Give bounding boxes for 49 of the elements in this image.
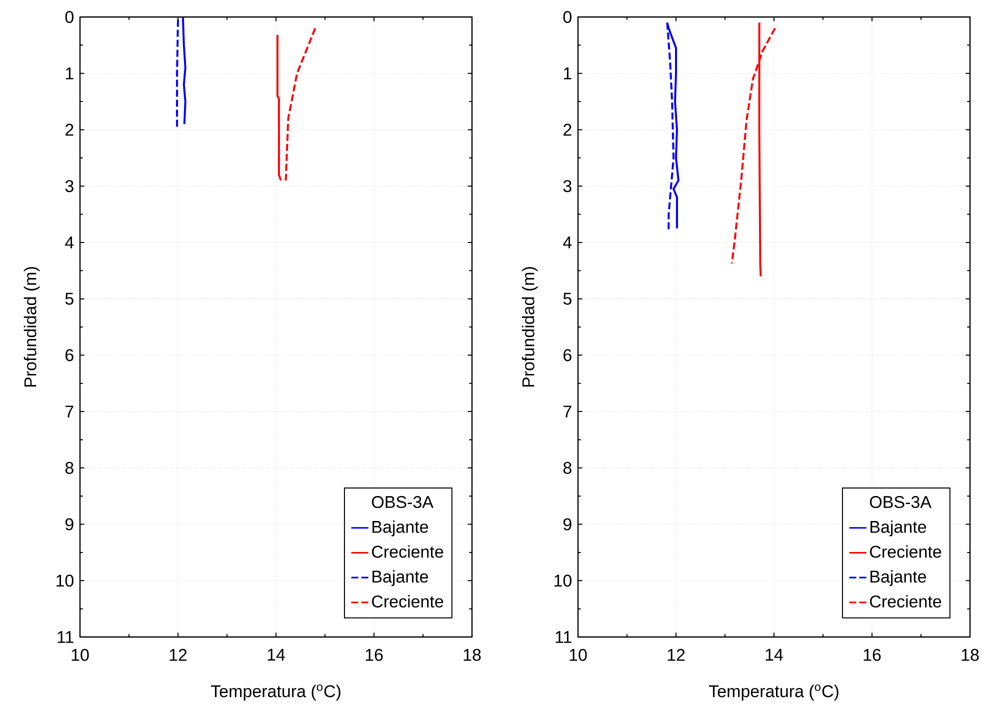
line-series	[182, 17, 186, 126]
y-tick-label: 0	[563, 10, 572, 24]
x-tick-label: 12	[668, 648, 685, 661]
y-tick-label: 5	[65, 292, 74, 305]
legend-title: OBS-3A	[870, 496, 932, 508]
x-tick-label: 16	[366, 648, 383, 661]
y-axis-title: Profundidad (m)	[24, 267, 40, 387]
y-tick-label: 9	[65, 518, 74, 530]
y-tick-label: 8	[563, 462, 572, 474]
y-tick-label: 5	[563, 292, 572, 305]
y-tick-label: 2	[564, 124, 572, 136]
line-series	[284, 27, 316, 182]
legend-label: Bajante	[870, 520, 926, 536]
x-axis-title: Temperatura ($^{o}$C)	[210, 684, 340, 701]
x-tick-label: 14	[766, 648, 783, 661]
y-tick-label: 1	[66, 68, 74, 80]
y-tick-label: 9	[563, 518, 572, 530]
y-tick-label: 7	[564, 406, 572, 418]
x-axis-title: Temperatura ($^{o}$C)	[708, 684, 838, 701]
y-tick-label: 1	[564, 68, 572, 80]
x-tick-label: 12	[170, 648, 187, 661]
y-tick-label: 6	[564, 349, 572, 362]
line-series	[276, 34, 282, 182]
legend-label: Bajante	[372, 520, 428, 536]
y-tick-label: 4	[563, 236, 572, 248]
y-tick-label: 3	[65, 180, 74, 192]
legend-label: Bajante	[372, 570, 428, 586]
y-tick-label: 11	[556, 631, 572, 643]
legend-label: Creciente	[372, 595, 444, 608]
y-tick-label: 6	[66, 349, 74, 362]
y-tick-label: 2	[66, 124, 74, 136]
y-tick-label: 10	[554, 574, 572, 587]
legend-title: OBS-3A	[372, 496, 434, 508]
y-tick-label: 4	[65, 236, 74, 248]
legend-label: Creciente	[870, 545, 942, 558]
legend-label: Creciente	[372, 545, 444, 558]
y-tick-label: 11	[58, 631, 74, 643]
y-tick-label: 10	[56, 574, 74, 587]
x-tick-label: 18	[962, 648, 979, 661]
x-tick-label: 14	[268, 648, 285, 661]
legend-label: Bajante	[870, 570, 926, 586]
y-tick-label: 0	[65, 10, 74, 24]
y-tick-label: 3	[563, 180, 572, 192]
y-axis-title: Profundidad (m)	[522, 267, 538, 387]
legend-label: Creciente	[870, 595, 942, 608]
y-tick-label: 8	[65, 462, 74, 474]
y-tick-label: 7	[66, 406, 74, 418]
x-tick-label: 16	[864, 648, 881, 661]
x-tick-label: 18	[464, 648, 481, 661]
